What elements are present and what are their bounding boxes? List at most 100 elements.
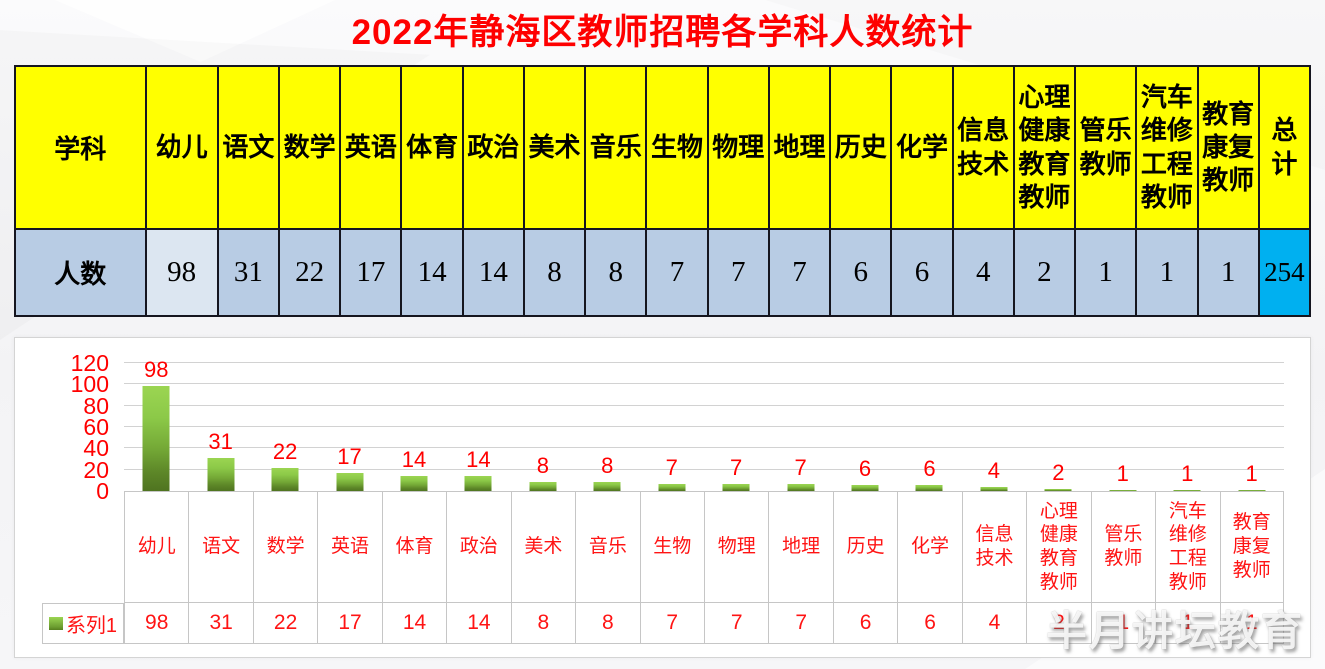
bar-column: 98 [124,359,188,491]
count-cell: 1 [1196,228,1260,317]
chart-value-cell: 1 [1219,603,1284,644]
subject-column-label: 管乐教师 [1079,116,1132,179]
bar-column: 1 [1219,363,1283,491]
count-cell: 1 [1135,228,1199,317]
bar-data-label: 1 [1116,460,1129,486]
subject-column-label: 地理 [773,132,826,162]
bar-data-label: 7 [665,454,678,480]
chart-value-cell: 1 [1155,603,1220,644]
count-cell: 2 [1012,228,1077,317]
bar [336,472,364,491]
total-column-header: 总计 [1257,65,1312,230]
subject-column-header: 心理健康教育教师 [1012,65,1077,230]
subject-column-header: 生物 [645,65,709,230]
chart-category-cell: 心理健康教育教师 [1026,491,1091,603]
bar-data-label: 8 [601,453,614,479]
legend-cell: 系列1 [42,603,124,644]
chart-category-cell: 英语 [317,491,382,603]
count-cell: 6 [829,228,893,317]
bar-data-label: 7 [794,454,807,480]
chart-category-cell: 体育 [381,491,447,603]
y-axis-tick-label: 0 [96,478,109,504]
bar [915,484,943,491]
bar-column: 7 [704,363,768,491]
subject-column-header: 地理 [767,65,832,230]
bar-column: 7 [640,363,704,491]
chart-category-cell: 化学 [897,491,962,603]
bar-chart-panel: 0 20 40 60 80 100 120 98 31 22 17 14 14 8 8 7 7 7 6 6 4 2 1 1 1… [14,337,1311,658]
count-cell: 14 [461,228,525,317]
bar-column: 14 [382,363,446,491]
chart-category-cell: 物理 [703,491,769,603]
bar-data-label: 8 [536,453,549,479]
y-axis-tick-label: 100 [70,371,109,398]
subject-column-label: 语文 [222,132,275,162]
y-axis-tick-label: 20 [83,456,109,483]
bar-column: 2 [1026,363,1090,491]
subject-column-label: 美术 [528,132,581,162]
bar-data-label: 1 [1245,460,1258,486]
count-cell: 8 [522,228,587,317]
subject-column-header: 音乐 [584,65,648,230]
subject-column-label: 汽车维修工程教师 [1140,82,1193,212]
subject-column-label: 幼儿 [155,132,208,162]
chart-category-cell: 汽车维修工程教师 [1155,491,1220,603]
count-cell: 7 [645,228,709,317]
chart-category-cell: 幼儿 [124,491,189,603]
chart-value-cell: 1 [1090,603,1156,644]
chart-category-cell: 语文 [188,491,253,603]
bar [400,476,428,491]
legend-label: 系列1 [65,615,118,637]
chart-category-cell: 美术 [510,491,576,603]
chart-category-label: 生物 [653,536,692,558]
bar-column: 31 [188,363,252,491]
chart-category-cell: 政治 [446,491,511,603]
bar [1173,489,1201,491]
bar [271,467,299,491]
chart-category-label: 音乐 [588,536,627,558]
chart-value-cell: 4 [961,603,1027,644]
chart-value-cell: 8 [575,603,640,644]
count-cell: 98 [144,228,219,317]
gridline [124,362,1284,363]
bar [529,482,557,491]
table-header-row: 学科 幼儿 语文 数学 英语 体育 政治 美术 音乐 生物 物理 地理 历史 化学 信息技术 心理健康教育教师… [14,65,1312,230]
bar-column: 7 [768,363,832,491]
plot-area: 98 31 22 17 14 14 8 8 7 7 7 6 6 4 2 1 1 1 [124,359,1284,491]
bar-column: 8 [511,363,575,491]
y-axis: 0 20 40 60 80 100 120 [15,350,115,504]
chart-category-label: 体育 [395,536,434,558]
bar-column: 22 [253,363,317,491]
legend-swatch-icon [48,617,63,630]
chart-value-cell: 7 [703,603,769,644]
bar-column: 1 [1155,363,1219,491]
bar [464,476,492,491]
bar [1238,489,1266,491]
chart-category-label: 管乐教师 [1104,524,1143,569]
subject-column-header: 体育 [400,65,464,230]
count-cell: 17 [339,228,403,317]
chart-category-label: 历史 [846,536,885,558]
bar [1109,489,1137,491]
chart-value-cell: 31 [188,603,253,644]
table-data-row: 人数 98 31 22 17 14 14 8 8 7 7 7 6 6 4 2 1 1 1 254 [14,228,1312,317]
chart-value-cell: 17 [317,603,382,644]
chart-category-cell: 音乐 [575,491,640,603]
chart-value-cell: 14 [446,603,511,644]
bar [593,482,621,491]
chart-value-cell: 2 [1026,603,1091,644]
subject-column-header: 幼儿 [144,65,219,230]
count-cell: 7 [706,228,770,317]
chart-value-cell: 14 [381,603,447,644]
y-axis-tick-label: 80 [83,392,109,419]
subject-column-label: 英语 [344,132,397,162]
bar-column: 4 [962,363,1026,491]
subject-column-label: 音乐 [589,132,642,162]
total-count-cell: 254 [1257,228,1312,317]
bar [980,486,1008,491]
chart-value-cell: 6 [832,603,898,644]
chart-value-cell: 22 [252,603,318,644]
bar [851,484,879,491]
watermark: 半月讲坛教育 [1046,608,1304,654]
